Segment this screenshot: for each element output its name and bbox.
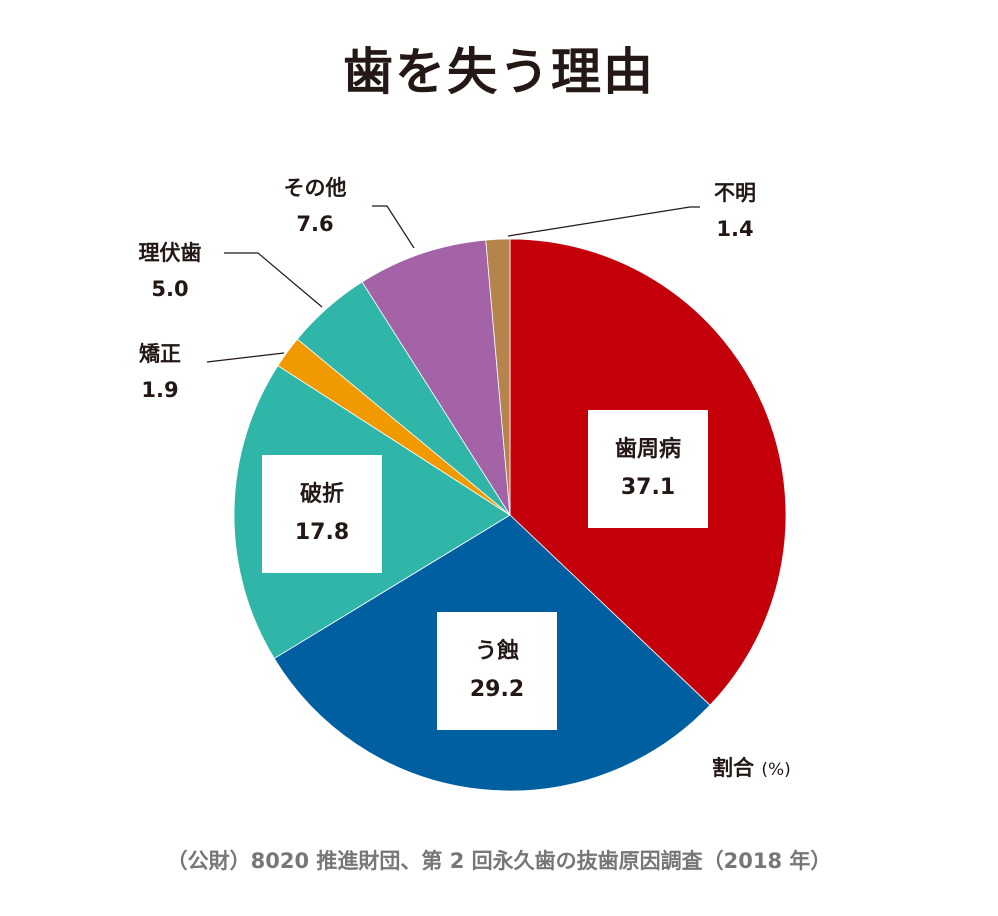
slice-label-text: その他 — [283, 176, 347, 200]
source-note: （公財）8020 推進財団、第 2 回永久歯の抜歯原因調査（2018 年） — [166, 849, 832, 873]
leader-line-maifukushi — [224, 252, 323, 308]
slice-label-text: 歯周病 — [614, 437, 681, 462]
leader-line-fumei — [507, 206, 700, 237]
slice-label-hasetsu: 破折 17.8 — [262, 455, 382, 573]
leader-line-sonota — [372, 205, 415, 249]
slice-value-text: 17.8 — [294, 520, 350, 545]
unit-text: (%) — [761, 760, 791, 780]
unit-label: 割合 (%) — [712, 752, 791, 782]
slice-label-text: 不明 — [714, 181, 756, 205]
slice-label-text: 理伏歯 — [138, 241, 202, 265]
slice-value-text: 7.6 — [296, 212, 334, 236]
slice-value-text: 1.9 — [141, 378, 179, 402]
slice-value-text: 5.0 — [151, 277, 189, 301]
chart-title: 歯を失う理由 — [343, 43, 655, 101]
pie-slice-5 — [361, 239, 511, 516]
pie-slice-6 — [485, 238, 511, 516]
unit-label-text: 割合 — [712, 756, 754, 780]
slice-label-shishubyo: 歯周病 37.1 — [588, 410, 708, 528]
slice-value-text: 37.1 — [620, 475, 676, 500]
slice-label-sonota: その他 7.6 — [265, 170, 365, 242]
slice-label-text: 破折 — [299, 482, 344, 507]
slice-value-text: 29.2 — [469, 677, 525, 702]
leader-line-kyousei — [206, 352, 285, 363]
slice-label-text: う蝕 — [474, 639, 519, 664]
slice-label-text: 矯正 — [139, 342, 181, 366]
slice-label-kyousei: 矯正 1.9 — [125, 336, 195, 408]
slice-label-maifukushi: 理伏歯 5.0 — [120, 235, 220, 307]
slice-value-text: 1.4 — [716, 217, 754, 241]
slice-label-ushoku: う蝕 29.2 — [437, 612, 557, 730]
slice-label-fumei: 不明 1.4 — [700, 175, 770, 247]
